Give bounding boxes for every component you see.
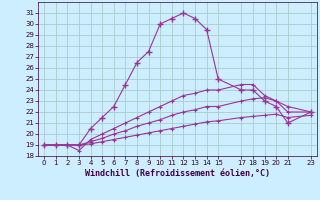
X-axis label: Windchill (Refroidissement éolien,°C): Windchill (Refroidissement éolien,°C) [85, 169, 270, 178]
